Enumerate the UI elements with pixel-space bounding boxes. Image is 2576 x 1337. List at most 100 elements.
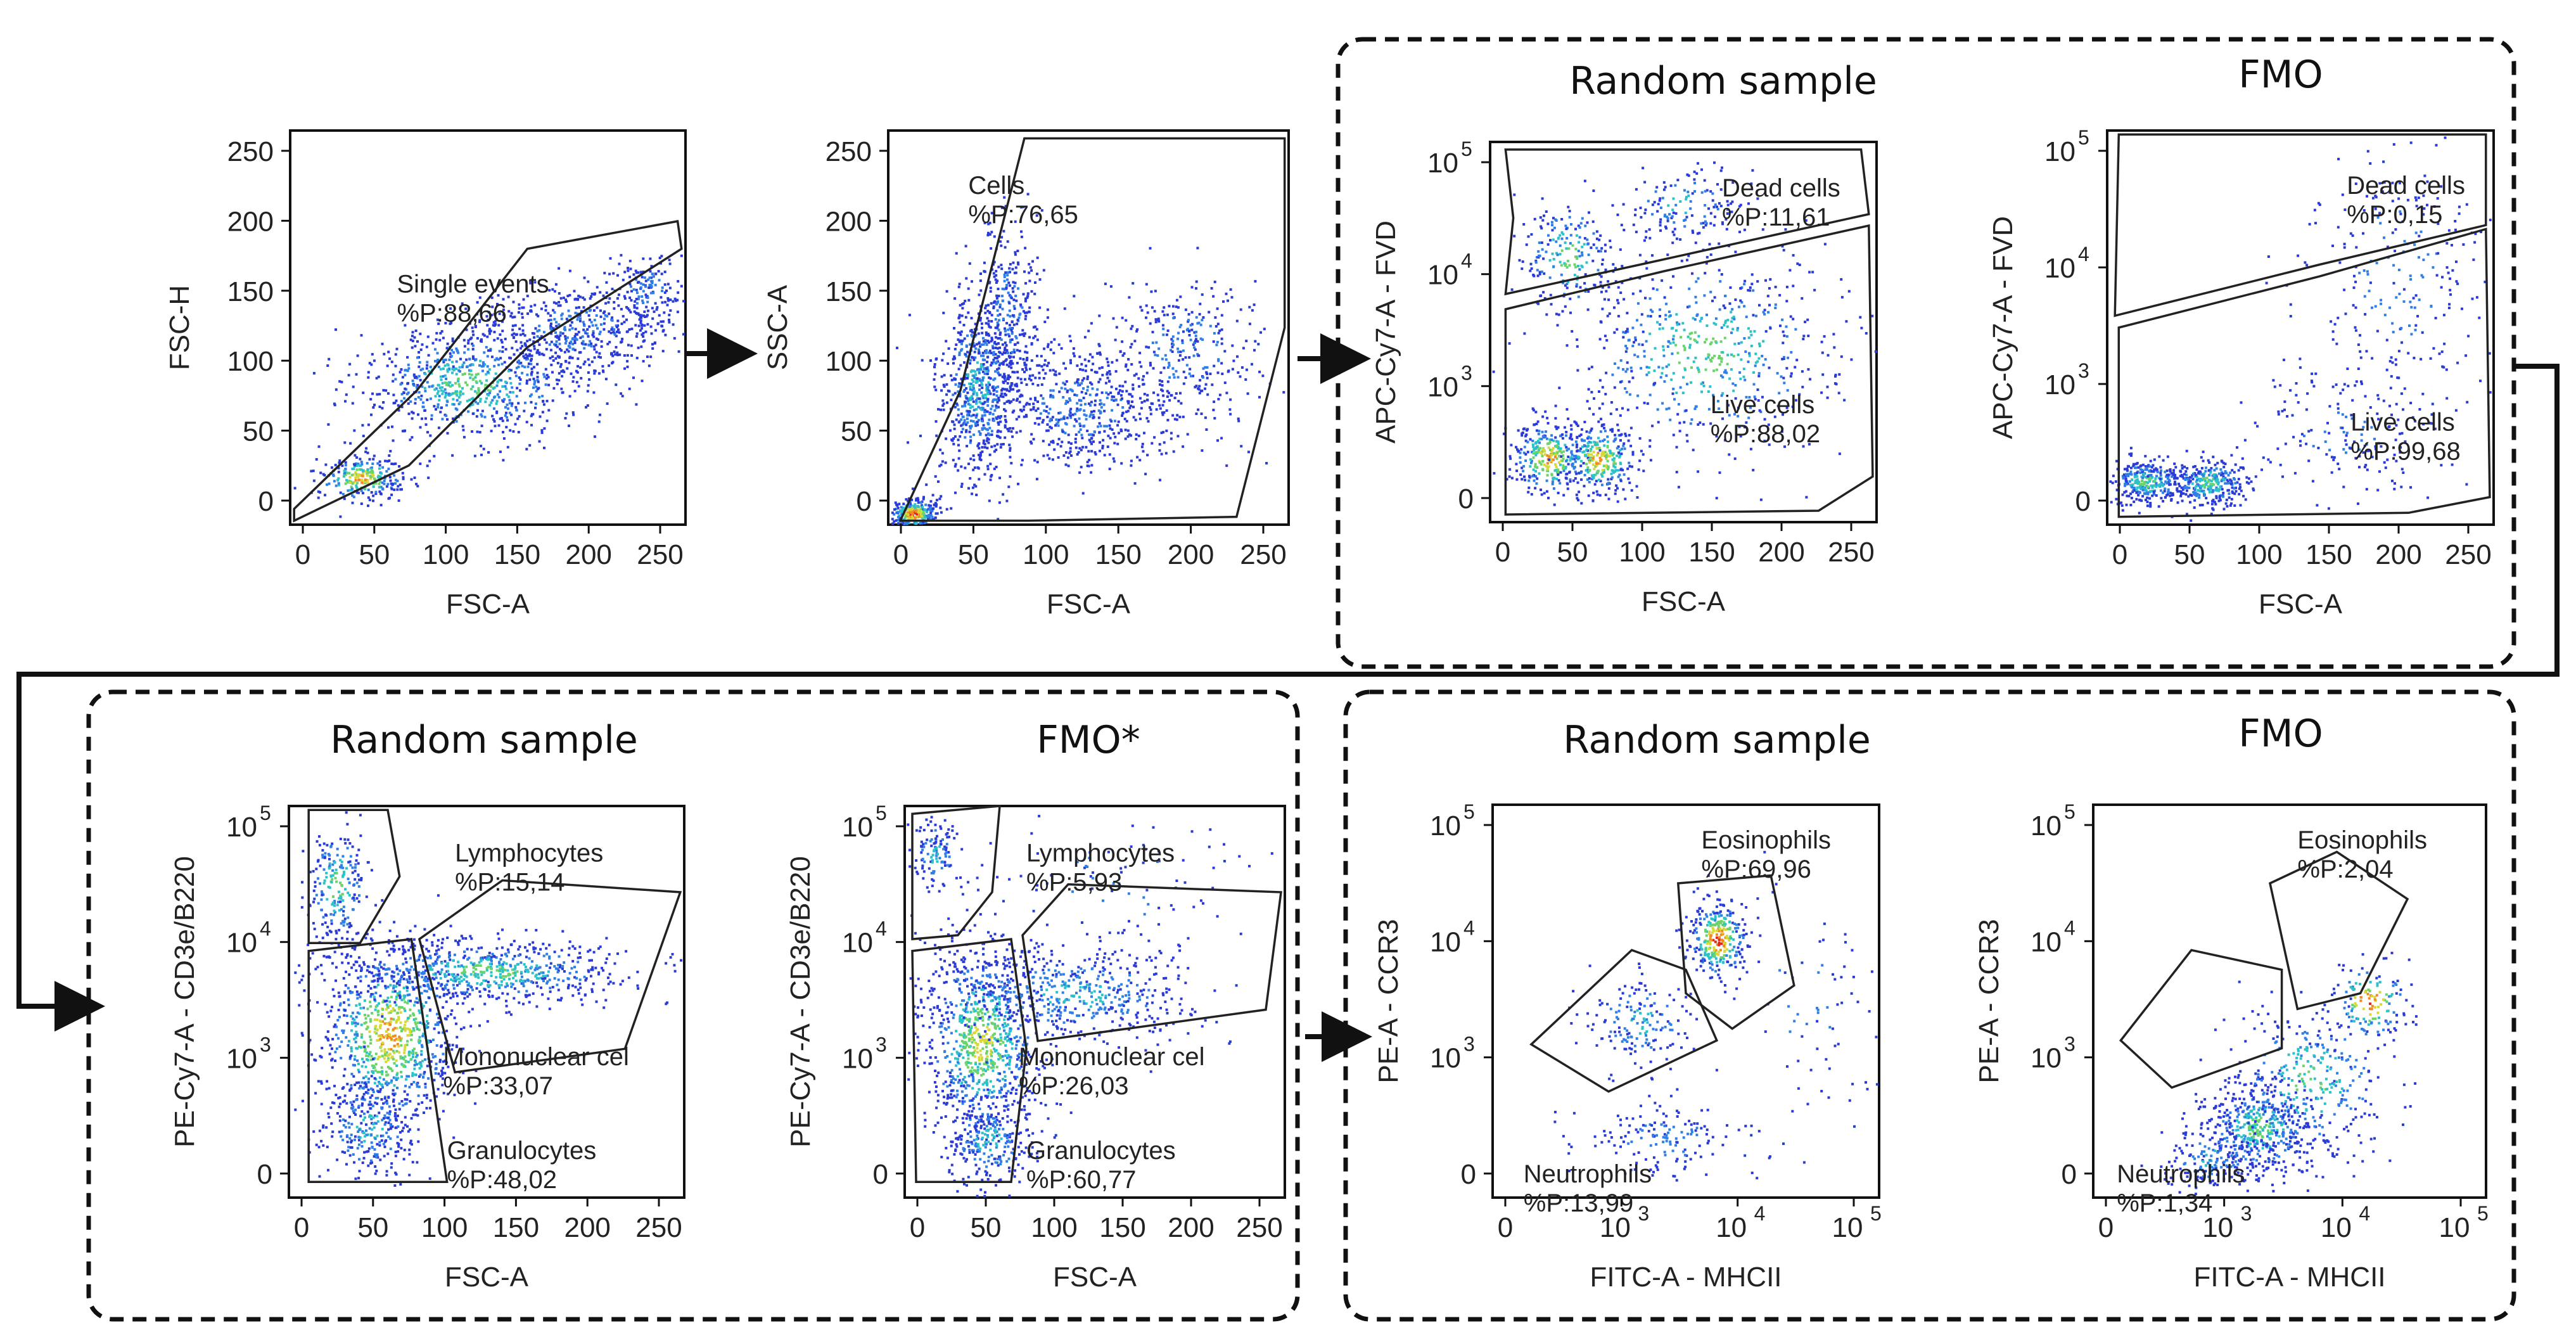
group-title: Random sample: [1569, 59, 1877, 103]
gate-name: Lymphocytes: [455, 839, 603, 867]
x-axis-label: FSC-A: [1047, 589, 1131, 620]
scatter-points: [294, 811, 682, 1187]
group-title: FMO: [2238, 712, 2323, 756]
gate-percent: %P:26,03: [1019, 1072, 1128, 1100]
x-tick-label: 150: [1095, 539, 1141, 570]
x-tick-exponent: 4: [1754, 1202, 1766, 1225]
y-tick-exponent: 5: [876, 802, 887, 824]
scatter-points: [293, 253, 685, 518]
x-tick-exponent: 3: [1638, 1202, 1649, 1225]
gate-name: Granulocytes: [1026, 1137, 1176, 1165]
x-axis-label: FSC-A: [445, 1262, 529, 1293]
y-tick-label: 0: [1461, 1159, 1476, 1190]
y-tick-label: 10: [226, 928, 257, 959]
panels: Single events%P:88,660 50 100 150 200 2502502…: [164, 126, 2495, 1293]
y-tick-exponent: 3: [876, 1033, 887, 1056]
x-tick-label: 50: [357, 1212, 388, 1243]
gate-polygon: [1676, 874, 1795, 1030]
gate-percent: %P:76,65: [968, 201, 1078, 229]
gate-name: Single events: [397, 271, 549, 298]
x-tick-label: 10: [1716, 1212, 1747, 1243]
plot-frame: [1491, 803, 1880, 1199]
group-title: FMO: [2238, 53, 2323, 97]
gate-polygon: [1529, 949, 1719, 1093]
x-tick-label: 150: [1099, 1212, 1145, 1243]
y-tick-exponent: 3: [260, 1033, 271, 1056]
gate-percent: %P:69,96: [1701, 855, 1811, 883]
gate-polygon: [2114, 133, 2487, 317]
x-tick-label: 100: [1031, 1212, 1077, 1243]
x-tick-exponent: 4: [2359, 1202, 2370, 1225]
gate-name: Neutrophils: [1524, 1160, 1652, 1188]
gate-polygon: [2117, 227, 2491, 518]
x-tick-label: 0: [295, 539, 310, 570]
y-axis-label: PE-Cy7-A - CD3e/B220: [785, 856, 816, 1148]
x-tick-label: 200: [1168, 1212, 1214, 1243]
gate-polygon: [898, 137, 1286, 522]
gate-polygon: [2268, 850, 2409, 1011]
x-tick-label: 0: [294, 1212, 309, 1243]
plot-singlets: Single events%P:88,66 0 50 100 150 200 250 250 2…: [164, 129, 687, 620]
x-tick-label: 100: [2236, 539, 2282, 570]
y-tick-label: 150: [227, 276, 274, 307]
group-title: Random sample: [330, 718, 638, 762]
x-tick-label: 150: [1688, 537, 1735, 568]
y-tick-label: 0: [873, 1159, 888, 1190]
gate-name: Dead cells: [1722, 174, 1840, 202]
y-tick-label: 100: [826, 346, 872, 377]
x-axis-label: FITC-A - MHCII: [2193, 1262, 2385, 1293]
gate-polygon: [307, 809, 401, 945]
group-box-granulocytes: [1343, 689, 2516, 1322]
y-tick-exponent: 5: [1463, 800, 1475, 823]
gate-percent: %P:48,02: [447, 1166, 557, 1194]
gate-percent: %P:0,15: [2347, 201, 2442, 229]
group-box-lineage: [86, 689, 1300, 1322]
x-tick-label: 200: [565, 539, 611, 570]
gate-percent: %P:1,34: [2117, 1189, 2212, 1217]
y-tick-label: 10: [1430, 810, 1461, 841]
x-tick-label: 50: [359, 539, 390, 570]
y-tick-exponent: 3: [2064, 1033, 2075, 1056]
y-tick-label: 0: [857, 486, 872, 517]
y-tick-label: 10: [2044, 136, 2075, 167]
y-tick-label: 150: [826, 276, 872, 307]
gate-polygon: [911, 805, 1001, 941]
y-tick-label: 0: [2075, 486, 2091, 517]
x-tick-exponent: 5: [1870, 1202, 1882, 1225]
gate-polygon: [2119, 949, 2283, 1089]
y-tick-label: 10: [1430, 926, 1461, 957]
y-tick-exponent: 4: [2064, 916, 2075, 939]
scatter-points: [2140, 952, 2418, 1196]
x-tick-label: 250: [2445, 539, 2491, 570]
y-tick-label: 10: [2031, 926, 2062, 957]
x-tick-label: 100: [1023, 539, 1069, 570]
flow-arrows: [16, 328, 2560, 1062]
x-tick-label: 100: [423, 539, 469, 570]
y-tick-label: 250: [227, 136, 274, 167]
gate-percent: %P:5,93: [1026, 868, 1122, 896]
y-tick-exponent: 4: [2078, 243, 2089, 265]
gate-polygon: [418, 879, 682, 1074]
y-tick-label: 10: [1427, 371, 1458, 402]
gate-percent: %P:2,04: [2297, 855, 2393, 883]
gate-polygon: [911, 938, 1028, 1184]
x-tick-label: 50: [958, 539, 989, 570]
gate-name: Live cells: [2350, 408, 2455, 436]
x-tick-label: 200: [564, 1212, 610, 1243]
y-tick-label: 50: [243, 416, 274, 447]
y-tick-exponent: 4: [876, 918, 887, 940]
y-axis-label: PE-Cy7-A - CD3e/B220: [169, 856, 200, 1148]
y-tick-label: 10: [2031, 810, 2062, 841]
y-tick-exponent: 5: [2078, 126, 2089, 149]
y-tick-exponent: 5: [2064, 800, 2075, 823]
x-tick-label: 10: [1600, 1212, 1631, 1243]
x-tick-label: 10: [2321, 1212, 2352, 1243]
y-tick-label: 10: [2031, 1043, 2062, 1074]
y-tick-label: 200: [826, 206, 872, 237]
gate-polygon: [307, 938, 449, 1184]
x-tick-label: 0: [910, 1212, 925, 1243]
x-axis-label: FITC-A - MHCII: [1590, 1262, 1782, 1293]
x-tick-label: 150: [493, 1212, 539, 1243]
